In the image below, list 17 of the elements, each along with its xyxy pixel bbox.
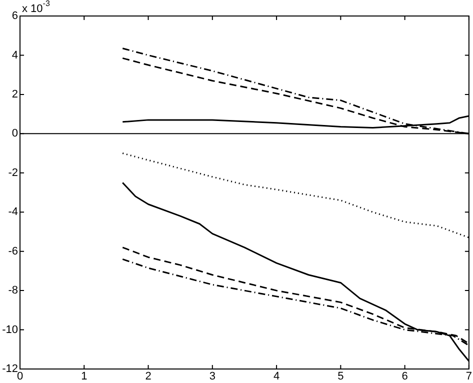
x-tick-label: 1 bbox=[81, 370, 88, 383]
x-tick-label: 6 bbox=[402, 370, 408, 383]
y-tick-label: 2 bbox=[12, 88, 18, 100]
x-tick-label: 3 bbox=[209, 370, 216, 383]
y-tick-label: -4 bbox=[8, 206, 18, 218]
y-tick-label: 6 bbox=[12, 10, 18, 22]
y-tick-label: 0 bbox=[12, 128, 18, 140]
y-tick-label: -6 bbox=[8, 245, 18, 258]
x-tick-label: 4 bbox=[273, 370, 280, 383]
x-tick-label: 7 bbox=[466, 370, 472, 383]
x-tick-label: 2 bbox=[145, 370, 152, 383]
y-tick-label: -2 bbox=[8, 166, 18, 179]
x-tick-label: 5 bbox=[338, 370, 344, 383]
y-tick-label: -8 bbox=[8, 284, 18, 297]
y-tick-label: -12 bbox=[2, 363, 18, 376]
y-tick-label: -10 bbox=[2, 324, 18, 336]
y-tick-label: 4 bbox=[12, 49, 18, 62]
